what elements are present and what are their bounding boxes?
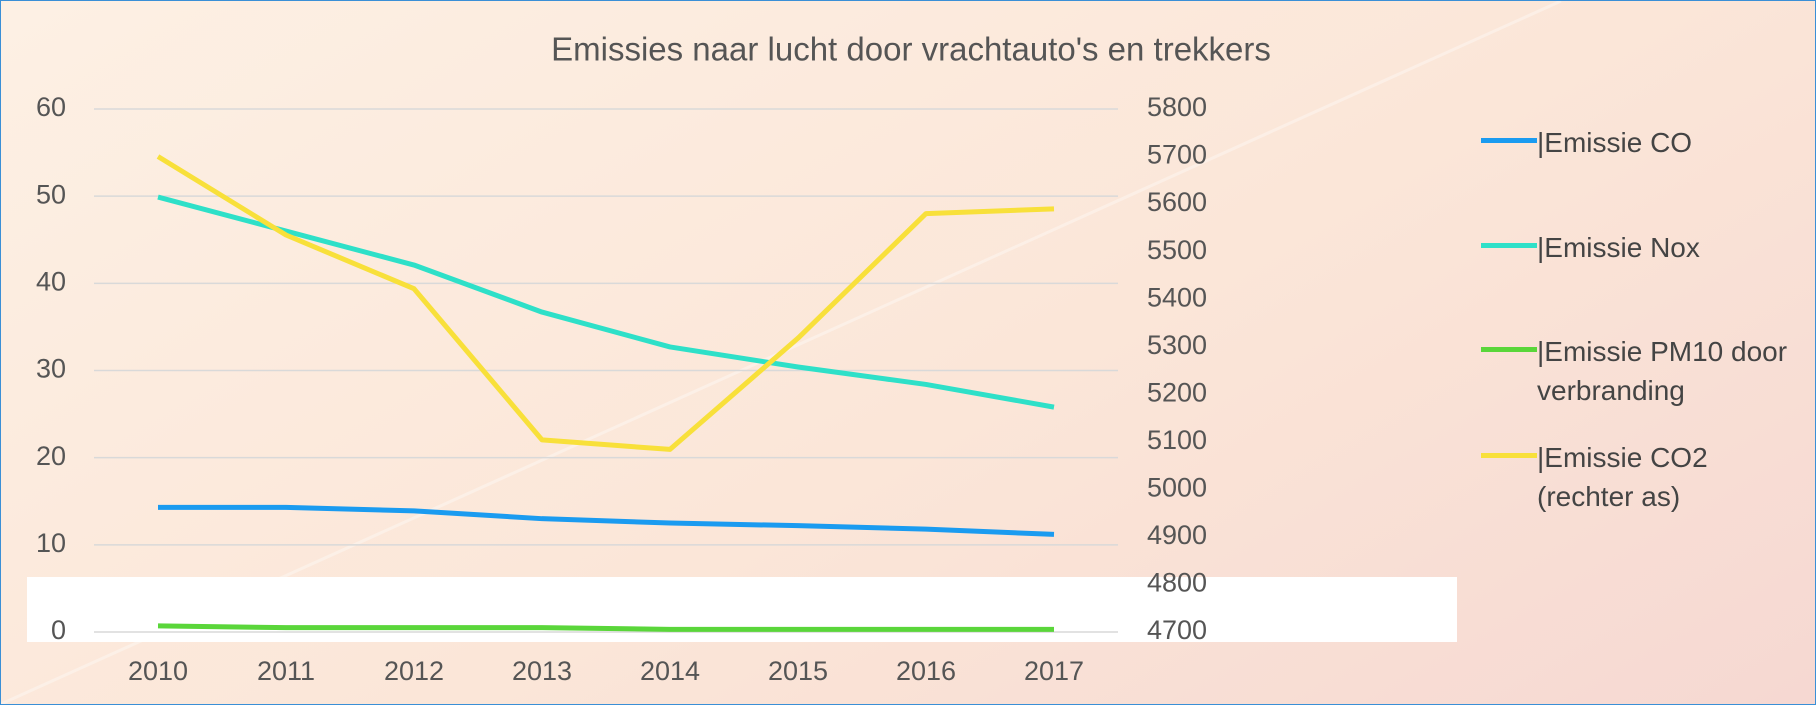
legend-swatch [1481,243,1537,248]
y2-tick-label: 5600 [1147,187,1207,217]
y2-tick-label: 5100 [1147,425,1207,455]
y-tick-label: 30 [36,354,66,384]
y2-tick-label: 4800 [1147,568,1207,598]
x-tick-label: 2011 [257,656,315,686]
series-line [157,194,1055,410]
series-line [157,623,1054,632]
legend-swatch [1481,347,1537,352]
y2-tick-label: 5300 [1147,330,1207,360]
x-tick-label: 2016 [896,656,956,686]
y2-tick-label: 5800 [1147,92,1207,122]
y2-tick-label: 5200 [1147,377,1207,407]
legend-label: |Emissie CO2 (rechter as) [1537,442,1708,512]
x-tick-label: 2013 [512,656,572,686]
y-tick-label: 50 [36,179,66,209]
x-tick-label: 2017 [1024,656,1084,686]
legend-label: |Emissie Nox [1537,232,1700,263]
legend-item: |Emissie CO [1481,123,1797,162]
y2-tick-label: 4700 [1147,615,1207,645]
y2-tick-label: 5700 [1147,140,1207,170]
legend-item: |Emissie Nox [1481,228,1797,267]
legend-item: |Emissie CO2 (rechter as) [1481,438,1797,516]
x-tick-label: 2015 [768,656,828,686]
legend-swatch [1481,138,1537,143]
x-tick-label: 2012 [384,656,444,686]
series-line [158,504,1055,537]
y-tick-label: 0 [51,615,66,645]
y2-tick-label: 5000 [1147,472,1207,502]
x-tick-label: 2010 [128,656,188,686]
series-line [156,154,1055,452]
y-tick-label: 40 [36,266,66,296]
y2-tick-label: 5500 [1147,235,1207,265]
y-tick-label: 10 [36,528,66,558]
legend-label: |Emissie PM10 door verbranding [1537,336,1788,406]
y2-tick-label: 4900 [1147,520,1207,550]
legend-label: |Emissie CO [1537,127,1693,158]
legend-item: |Emissie PM10 door verbranding [1481,332,1797,410]
x-tick-label: 2014 [640,656,700,686]
y2-tick-label: 5400 [1147,282,1207,312]
legend-swatch [1481,453,1537,458]
y-tick-label: 60 [36,92,66,122]
chart-title: Emissies naar lucht door vrachtauto's en… [551,31,1271,68]
y-tick-label: 20 [36,441,66,471]
